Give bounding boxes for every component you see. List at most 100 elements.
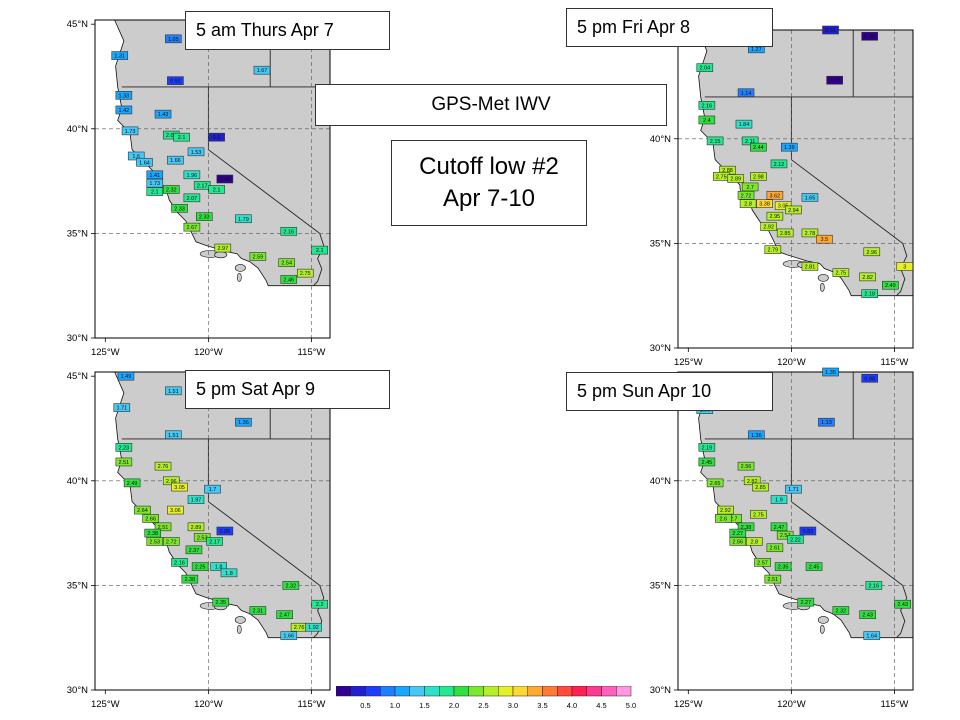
station-marker: 2.1 (311, 245, 328, 255)
station-value: 1.79 (238, 217, 249, 223)
station-box (115, 91, 133, 100)
station-box (210, 562, 227, 571)
station-value: 2.35 (215, 600, 226, 606)
station-value: 2.76 (158, 464, 169, 470)
station-box (171, 482, 188, 492)
station-value: 1.96 (187, 173, 198, 179)
station-marker: 1.9 (770, 495, 788, 504)
station-value: 1.39 (784, 145, 795, 151)
station-marker: 2.16 (171, 558, 188, 567)
channel-island (817, 616, 829, 624)
station-marker: 2.35 (774, 562, 792, 571)
station-box (832, 606, 850, 615)
station-marker: 2.49 (123, 478, 141, 488)
lat-tick-label: 45°N (67, 371, 88, 382)
station-box (111, 51, 129, 60)
station-box (770, 522, 788, 532)
station-box (770, 159, 788, 169)
station-marker: 1.67 (253, 65, 271, 75)
station-marker: 1.14 (737, 88, 755, 98)
station-box (816, 234, 833, 244)
station-value: 2.32 (166, 187, 177, 193)
station-box (859, 272, 876, 282)
station-value: 2.98 (753, 174, 764, 180)
station-marker: 1.31 (111, 51, 129, 60)
station-box (115, 457, 133, 467)
station-marker: 0.45 (861, 31, 879, 41)
station-value: 1.65 (805, 195, 816, 201)
station-value: 2.95 (770, 214, 781, 220)
station-marker: 2.15 (706, 136, 724, 146)
station-value: 1.73 (149, 181, 160, 187)
station-box (863, 631, 881, 640)
station-marker: 2.98 (750, 172, 767, 181)
station-value: 3.05 (174, 485, 185, 491)
station-box (144, 528, 162, 538)
station-value: 2.7 (746, 185, 754, 191)
station-marker: 2.51 (154, 522, 172, 532)
lon-tick-label: 120°W (777, 699, 806, 710)
station-box (760, 222, 778, 231)
lat-tick-label: 30°N (650, 343, 671, 354)
station-box (183, 170, 201, 180)
station-box (165, 386, 182, 396)
colorbar-swatch (498, 686, 514, 697)
colorbar-swatch (571, 686, 587, 697)
station-box (729, 528, 747, 538)
lat-tick-label: 40°N (650, 476, 671, 487)
station-box (249, 606, 267, 615)
station-marker: 2.8 (745, 537, 763, 546)
station-box (235, 417, 252, 427)
station-box (146, 537, 164, 546)
station-value: 2.61 (770, 546, 781, 552)
station-marker: 1.65 (801, 193, 819, 202)
station-value: 2.76 (294, 625, 305, 631)
station-value: 2.53 (197, 535, 208, 541)
channel-island (234, 264, 246, 272)
station-marker: 1.53 (187, 147, 205, 157)
colorbar-tick-label: 1.5 (419, 701, 429, 710)
station-box (146, 187, 164, 196)
map-plot-area: 30°N 35°N 40°N 45°N 125°W 120°W 115°W (67, 19, 331, 358)
station-value: 0.37 (829, 78, 840, 84)
station-marker: 2.66 (142, 514, 159, 523)
station-box (737, 190, 755, 200)
station-value: 1.71 (116, 406, 127, 412)
colorbar-swatch (527, 686, 543, 697)
station-value: 2.57 (757, 560, 768, 566)
station-value: 2.57 (780, 533, 791, 539)
station-box (750, 142, 767, 152)
station-value: 2.43 (897, 602, 908, 608)
station-box (183, 193, 201, 203)
station-box (212, 597, 230, 607)
lat-tick-label: 35°N (67, 580, 88, 591)
station-marker: 2.32 (282, 581, 300, 590)
station-marker: 2.16 (865, 581, 883, 590)
station-value: 1.67 (257, 68, 268, 74)
station-value: 2.51 (158, 525, 169, 531)
lon-tick-label: 125°W (674, 699, 703, 710)
colorbar-tick-label: 4.5 (596, 701, 606, 710)
station-marker: 0.5 (208, 132, 225, 142)
colorbar-tick-label: 4.0 (567, 701, 577, 710)
colorbar-swatch (512, 686, 528, 697)
station-value: 0.48 (220, 177, 231, 183)
station-value: 2.33 (199, 215, 210, 221)
station-value: 2.47 (774, 525, 785, 531)
station-marker: 2.56 (737, 461, 755, 471)
station-box (818, 417, 835, 427)
station-box (208, 185, 225, 194)
station-box (276, 610, 293, 619)
station-value: 2.88 (722, 168, 733, 174)
station-marker: 2.27 (729, 528, 747, 538)
station-marker: 2.43 (894, 599, 911, 609)
station-value: 1.53 (191, 150, 202, 156)
station-value: 2.11 (745, 139, 755, 145)
station-marker: 1.43 (154, 109, 172, 119)
station-value: 1.43 (158, 112, 169, 118)
lat-tick-label: 40°N (650, 134, 671, 145)
station-marker: 2.96 (863, 247, 881, 257)
station-box (764, 574, 782, 584)
station-box (750, 172, 767, 181)
